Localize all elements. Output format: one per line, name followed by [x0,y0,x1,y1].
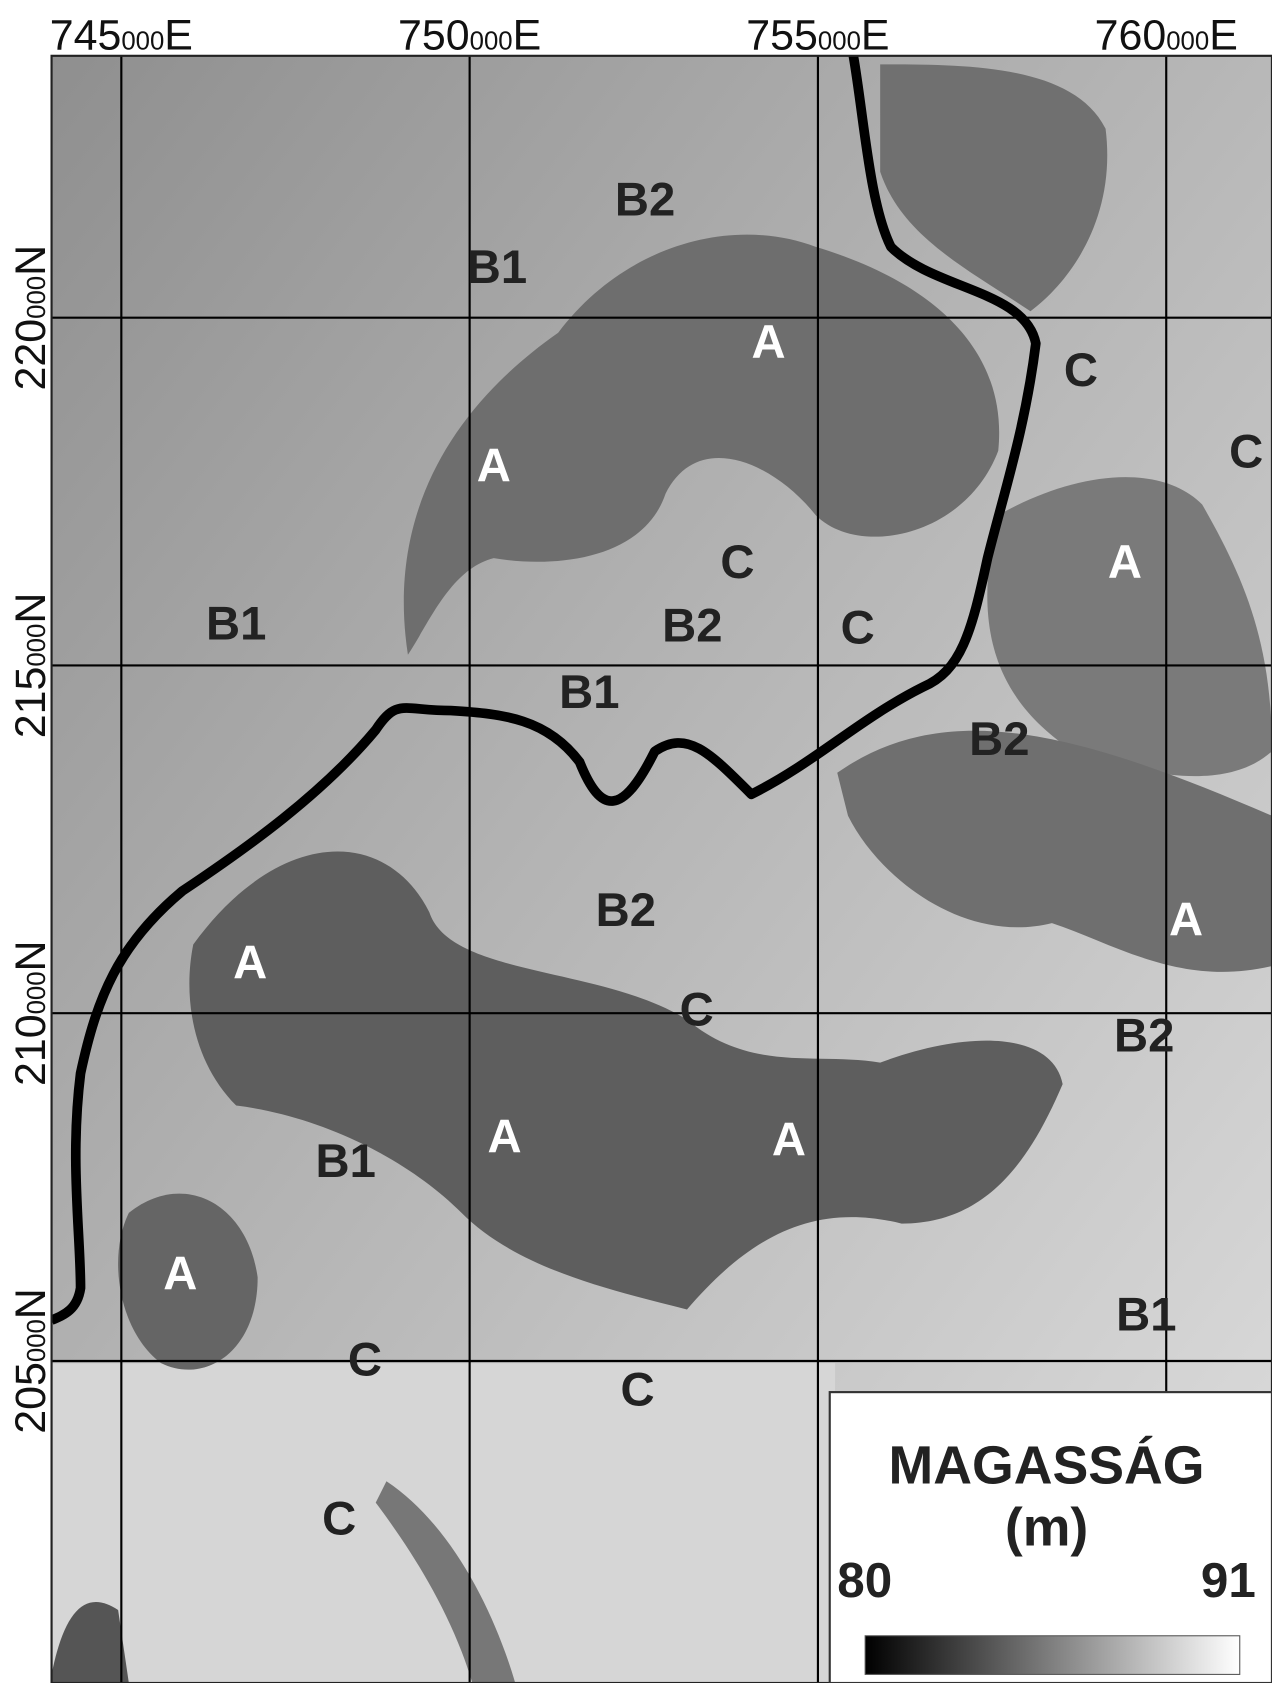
zone-label: B2 [615,173,675,226]
coord-label-part: E [513,11,542,59]
coord-label-part: N [7,1288,55,1319]
legend-unit: (m) [1005,1498,1088,1558]
zone-label: C [841,602,875,655]
legend-max-label: 91 [1201,1553,1256,1608]
coord-label-part: 210 [7,1014,55,1086]
legend-title: MAGASSÁG [889,1435,1205,1495]
coord-label: 750000E [398,11,541,59]
coord-label-part: E [1209,11,1238,59]
zone-label: B2 [1114,1009,1174,1062]
zone-label: A [1169,894,1203,947]
coord-label-part: 000 [470,27,513,55]
zone-label: B1 [206,597,266,650]
coord-label-part: 750 [398,11,470,59]
zone-label: C [680,984,714,1037]
colorbar [865,1636,1240,1675]
coord-label-part: 000 [23,276,51,319]
zone-label: B1 [559,666,619,719]
zone-label: B2 [969,713,1029,766]
zone-label: C [348,1334,382,1387]
coord-label-part: 000 [1166,27,1209,55]
coord-label-part: E [861,11,890,59]
coord-label-part: N [7,940,55,971]
map-figure: A A A A A A A A B1 B1 B1 B1 B1 B2 B2 B2 B2 B2 C C C C C C C C MAG… [0,0,1272,1683]
zone-label: A [163,1248,197,1301]
coord-label-part: E [164,11,193,59]
coord-label: 760000E [1095,11,1238,59]
coord-label-part: 000 [23,1319,51,1362]
coord-label: 210000N [7,940,55,1086]
coord-label-part: 755 [746,11,818,59]
zone-label: B1 [1116,1289,1176,1342]
zone-label: A [233,936,267,989]
zone-label: B1 [467,241,527,294]
zone-label: B2 [662,599,722,652]
zone-label: A [772,1114,806,1167]
zone-label: C [1229,426,1263,479]
zone-label: C [1064,344,1098,397]
zone-label: A [477,440,511,493]
coord-label-part: 000 [23,624,51,667]
zone-label: B1 [315,1135,375,1188]
coord-label-part: 205 [7,1362,55,1434]
coord-label-part: 220 [7,319,55,391]
legend-min-label: 80 [837,1553,892,1608]
zone-label: A [752,316,786,369]
coord-label-part: N [7,245,55,276]
coord-label-part: 760 [1095,11,1167,59]
coord-label: 755000E [746,11,889,59]
coord-label-part: 745 [50,11,122,59]
legend: MAGASSÁG (m) 80 91 [830,1392,1272,1683]
zone-label: A [487,1110,521,1163]
coord-label-part: 000 [121,27,164,55]
zone-label: B2 [596,884,656,937]
coord-label-part: 000 [818,27,861,55]
coord-label-part: 000 [23,971,51,1014]
zone-label: C [621,1364,655,1417]
coord-label-part: 215 [7,667,55,739]
zone-label: A [1108,536,1142,589]
zone-label: C [322,1492,356,1545]
coord-label: 745000E [50,11,193,59]
coord-label: 215000N [7,593,55,739]
zone-label: C [720,536,754,589]
coord-label-part: N [7,593,55,624]
coord-label: 220000N [7,245,55,391]
coord-label: 205000N [7,1288,55,1434]
